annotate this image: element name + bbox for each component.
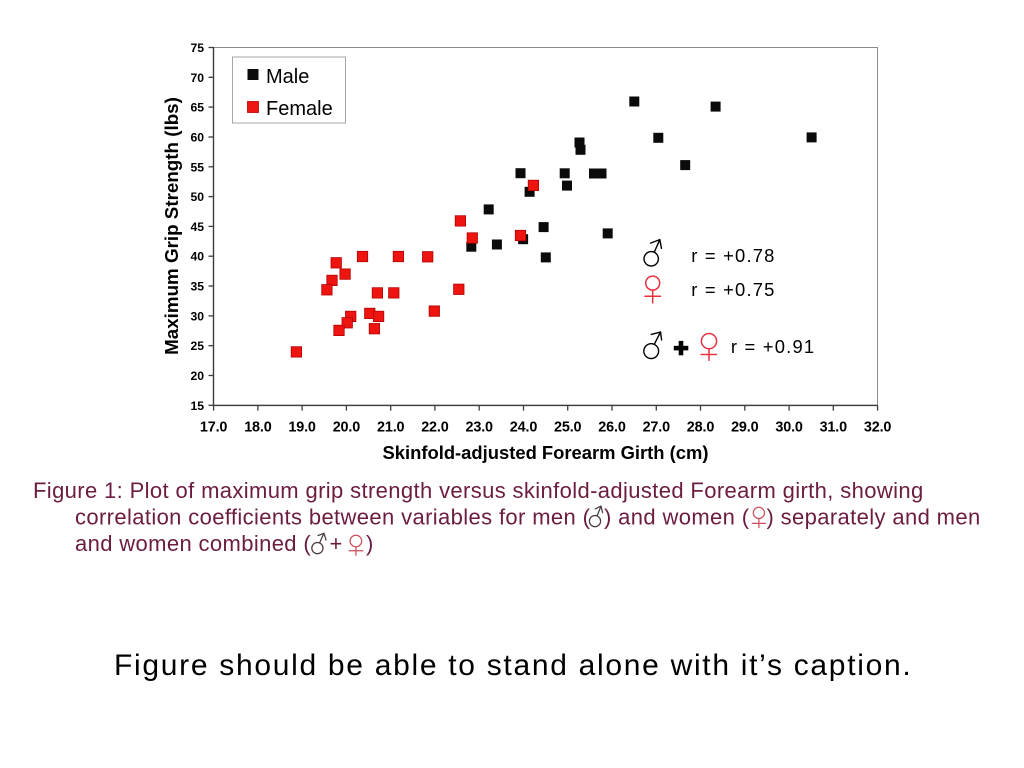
svg-text:19.0: 19.0	[288, 420, 316, 436]
svg-text:23.0: 23.0	[465, 420, 493, 436]
svg-text:Maximum Grip Strength (lbs): Maximum Grip Strength (lbs)	[161, 97, 182, 355]
svg-text:20: 20	[190, 369, 204, 383]
svg-text:29.0: 29.0	[731, 420, 759, 436]
svg-text:) separately and men: ) separately and men	[767, 505, 981, 530]
svg-text:30.0: 30.0	[775, 420, 803, 436]
svg-text:22.0: 22.0	[421, 420, 449, 436]
svg-text:): )	[366, 531, 374, 556]
svg-text:65: 65	[190, 101, 204, 115]
svg-text:26.0: 26.0	[598, 420, 626, 436]
svg-text:Female: Female	[266, 98, 333, 120]
svg-text:24.0: 24.0	[510, 420, 538, 436]
svg-text:Figure should be able to stand: Figure should be able to stand alone wit…	[114, 649, 912, 682]
svg-text:35: 35	[190, 280, 204, 294]
svg-text:Figure 1: Plot of maximum grip: Figure 1: Plot of maximum grip strength …	[33, 478, 924, 503]
svg-text:75: 75	[190, 41, 204, 55]
svg-text:Skinfold-adjusted Forearm Girt: Skinfold-adjusted Forearm Girth (cm)	[383, 442, 709, 463]
svg-text:40: 40	[190, 250, 204, 264]
svg-text:15: 15	[190, 399, 204, 413]
svg-text:25.0: 25.0	[554, 420, 582, 436]
svg-text:45: 45	[190, 220, 204, 234]
svg-text:28.0: 28.0	[687, 420, 715, 436]
svg-text:60: 60	[190, 131, 204, 145]
svg-text:18.0: 18.0	[244, 420, 272, 436]
svg-text:31.0: 31.0	[820, 420, 848, 436]
svg-text:25: 25	[190, 339, 204, 353]
svg-text:r = +0.78: r = +0.78	[691, 245, 775, 266]
svg-text:70: 70	[190, 71, 204, 85]
svg-text:r = +0.91: r = +0.91	[731, 336, 815, 357]
svg-text:Male: Male	[266, 66, 309, 88]
svg-text:32.0: 32.0	[864, 420, 892, 436]
svg-text:50: 50	[190, 190, 204, 204]
svg-text:r = +0.75: r = +0.75	[691, 279, 775, 300]
svg-text:+: +	[330, 531, 343, 556]
svg-text:27.0: 27.0	[643, 420, 671, 436]
svg-text:21.0: 21.0	[377, 420, 405, 436]
svg-text:20.0: 20.0	[333, 420, 361, 436]
svg-text:) and women (: ) and women (	[604, 505, 750, 530]
svg-text:and women combined (: and women combined (	[75, 531, 311, 556]
svg-text:30: 30	[190, 309, 204, 323]
svg-text:55: 55	[190, 160, 204, 174]
svg-text:17.0: 17.0	[200, 420, 228, 436]
svg-text:correlation coefficients betwe: correlation coefficients between variabl…	[75, 505, 591, 530]
